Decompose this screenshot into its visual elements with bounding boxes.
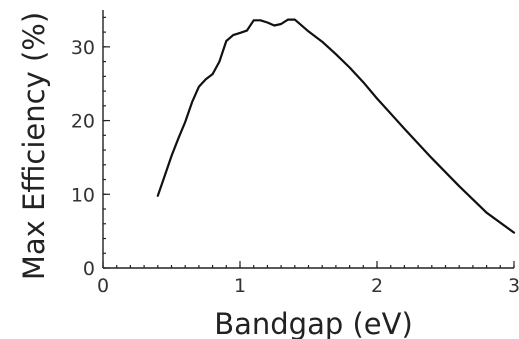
y-tick-label: 10 [71, 184, 95, 206]
x-axis-title: Bandgap (eV) [214, 307, 413, 339]
y-tick-label: 30 [71, 37, 95, 59]
x-tick-label: 2 [371, 275, 383, 297]
x-tick-label: 3 [508, 275, 519, 297]
axes [102, 10, 514, 269]
y-axis-title: Max Efficiency (%) [17, 12, 51, 280]
y-tick-label: 0 [83, 258, 95, 280]
x-tick-label: 1 [234, 275, 246, 297]
y-tick-label: 20 [71, 111, 95, 133]
x-tick-label: 0 [97, 275, 109, 297]
tick-marks [102, 16, 515, 269]
series-line [156, 18, 516, 234]
